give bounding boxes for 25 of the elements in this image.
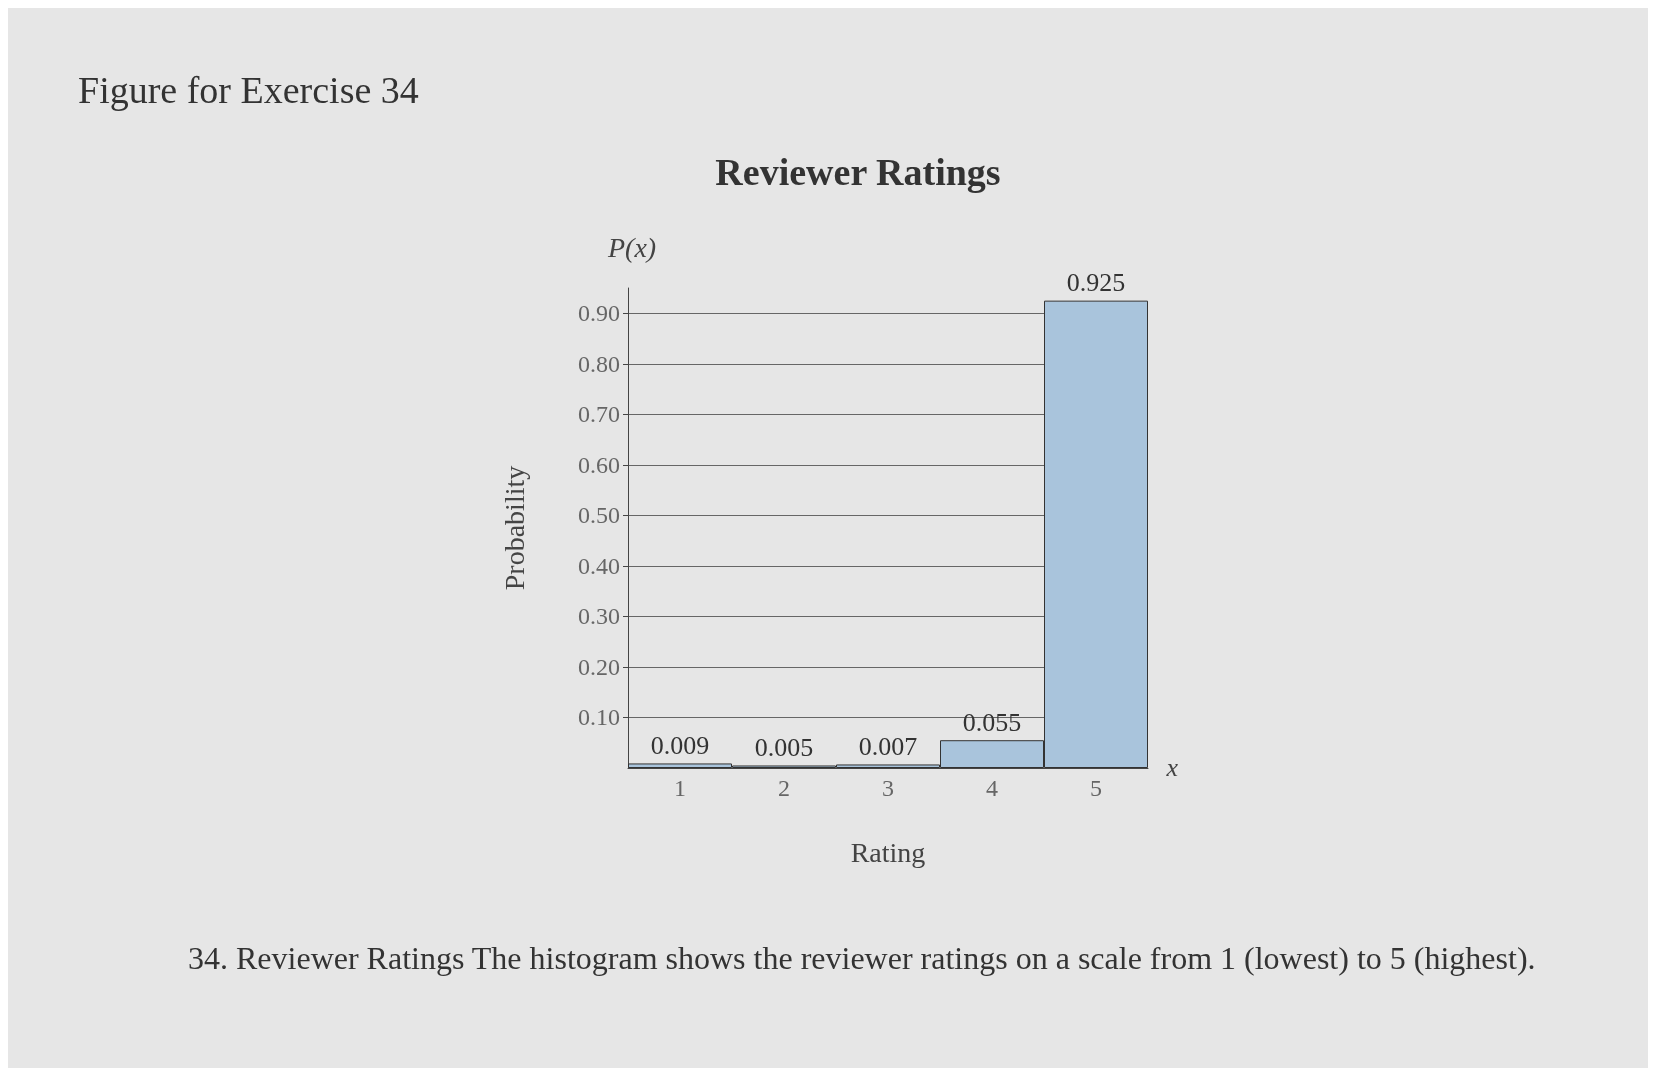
y-tick-label: 0.50 [578,502,620,529]
text: x [1165,752,1179,782]
text: 34. Reviewer Ratings The histogram shows the reviewer ratings on a scale from 1 (lowest) to 5 (highest). [188,939,1537,978]
x-tick-label: 4 [986,775,998,801]
y-tick-label: 0.90 [578,300,620,327]
y-tick-label: 0.30 [578,603,620,630]
data-label: 0.009 [650,730,710,760]
x-axis-title: Rating [850,836,926,868]
chart-title: Reviewer Ratings [715,151,1001,193]
y-axis-title: Probability [498,465,530,591]
y-tick-label: 0.10 [578,704,620,731]
text: Figure for Exercise 34 [78,68,419,112]
y-tick-label: 0.70 [578,401,620,428]
y-tick-label: 0.80 [578,350,620,377]
y-tick-label: 0.60 [578,451,620,478]
x-tick-label: 1 [674,775,686,801]
y-tick-label: 0.20 [578,653,620,680]
text: P(x) [607,231,657,263]
x-tick-label: 3 [882,775,894,801]
data-label: 0.925 [1066,268,1126,298]
x-tick-label: 2 [778,775,790,801]
data-label: 0.005 [754,732,814,762]
x-tick-label: 5 [1090,775,1102,801]
data-label: 0.007 [858,731,918,761]
y-tick-label: 0.40 [578,552,620,579]
